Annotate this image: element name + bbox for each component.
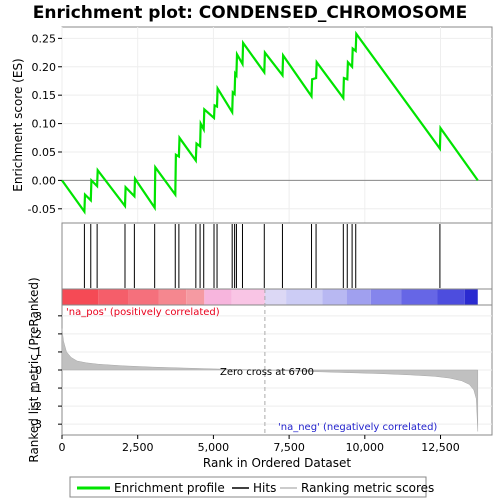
ranked-tick-label: -3 [31, 418, 42, 431]
positive-correlation-label: 'na_pos' (positively correlated) [66, 307, 220, 318]
zero-cross-label: Zero cross at 6700 [220, 367, 314, 378]
color-bar-segment [98, 289, 129, 305]
hits-panel-frame [61, 222, 493, 290]
hits-panel [61, 222, 493, 290]
color-bar-segment [186, 289, 205, 305]
color-bar-segment [286, 289, 323, 305]
color-bar-segment [62, 289, 99, 305]
ranked-panel: -3 -2 -1 0 1 2 3 'na_pos' (positively correlat… [27, 277, 493, 463]
enrichment-profile-line [61, 30, 479, 215]
es-tick-label: -0.05 [28, 203, 56, 216]
color-bar-segment [464, 289, 478, 305]
legend-frame [69, 476, 427, 498]
x-axis-label: Rank in Ordered Dataset [203, 456, 351, 470]
legend-enrichment-label: Enrichment profile [114, 481, 225, 495]
color-bar-segment [346, 289, 371, 305]
es-panel-frame [61, 26, 493, 224]
es-tick-label: 0.25 [32, 32, 57, 45]
es-y-axis-label: Enrichment score (ES) [11, 58, 25, 191]
ranking-metric-area [61, 328, 479, 432]
x-tick-label: 12,500 [421, 441, 460, 454]
es-panel: -0.05 0.00 0.05 0.10 0.15 0.20 0.25 Enrichment… [11, 26, 493, 224]
x-ticks: 0 2,500 5,000 7,500 10,000 12,500 [59, 435, 460, 454]
color-bar-segment [204, 289, 232, 305]
x-tick-label: 10,000 [346, 441, 385, 454]
es-tick-label: 0.00 [32, 174, 57, 187]
ranked-tick-label: 3 [35, 310, 42, 323]
x-tick-label: 7,500 [273, 441, 305, 454]
color-bar-segment [158, 289, 187, 305]
x-tick-label: 5,000 [198, 441, 230, 454]
color-bar-segments [62, 289, 478, 305]
x-tick-label: 2,500 [122, 441, 154, 454]
color-bar-segment [370, 289, 402, 305]
ranked-tick-label: 0 [35, 364, 42, 377]
es-tick-label: 0.05 [32, 146, 57, 159]
rank-color-bar [61, 288, 493, 306]
ranked-tick-label: 1 [35, 346, 42, 359]
x-tick-label: 0 [59, 441, 66, 454]
legend: Enrichment profile Hits Ranking metric s… [69, 476, 434, 498]
ranked-tick-label: 2 [35, 328, 42, 341]
es-tick-label: 0.20 [32, 61, 57, 74]
color-bar-segment [264, 289, 287, 305]
es-tick-label: 0.15 [32, 89, 57, 102]
color-bar-segment [231, 289, 265, 305]
color-bar-segment [437, 289, 465, 305]
ranked-y-axis-label: Ranked list metric (PreRanked) [27, 277, 41, 462]
color-bar-segment [401, 289, 438, 305]
negative-correlation-label: 'na_neg' (negatively correlated) [278, 422, 437, 433]
legend-ranking-label: Ranking metric scores [301, 481, 434, 495]
es-tick-label: 0.10 [32, 118, 57, 131]
ranked-tick-label: -1 [31, 382, 42, 395]
ranked-y-ticks: -3 -2 -1 0 1 2 3 [31, 310, 62, 431]
color-bar-segment [322, 289, 347, 305]
es-y-ticks: -0.05 0.00 0.05 0.10 0.15 0.20 0.25 [28, 32, 62, 216]
ranked-tick-label: -2 [31, 400, 42, 413]
color-bar-segment [128, 289, 159, 305]
hit-markers [83, 224, 441, 288]
legend-hits-label: Hits [253, 481, 276, 495]
chart-title: Enrichment plot: CONDENSED_CHROMOSOME [33, 3, 467, 23]
